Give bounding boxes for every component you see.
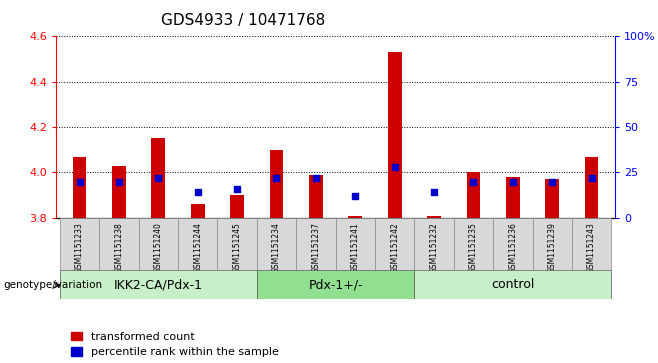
Text: GSM1151240: GSM1151240: [154, 222, 163, 273]
Text: GDS4933 / 10471768: GDS4933 / 10471768: [161, 13, 326, 28]
Text: GSM1151233: GSM1151233: [75, 222, 84, 273]
Bar: [415, 270, 611, 299]
Text: GSM1151239: GSM1151239: [547, 222, 557, 273]
Point: [547, 179, 557, 184]
Bar: [257, 218, 296, 270]
Bar: [585, 156, 599, 218]
Point: [429, 189, 440, 195]
Point: [74, 179, 85, 184]
Bar: [72, 156, 86, 218]
Point: [390, 164, 400, 170]
Bar: [572, 218, 611, 270]
Text: GSM1151242: GSM1151242: [390, 222, 399, 273]
Bar: [257, 270, 415, 299]
Text: control: control: [491, 278, 534, 291]
Bar: [545, 179, 559, 218]
Text: GSM1151232: GSM1151232: [430, 222, 438, 273]
Point: [311, 175, 321, 181]
Point: [192, 189, 203, 195]
Bar: [336, 218, 375, 270]
Bar: [375, 218, 415, 270]
Point: [350, 193, 361, 199]
Text: GSM1151234: GSM1151234: [272, 222, 281, 273]
Bar: [493, 218, 532, 270]
Text: Pdx-1+/-: Pdx-1+/-: [308, 278, 363, 291]
Point: [271, 175, 282, 181]
Bar: [191, 204, 205, 218]
Text: IKK2-CA/Pdx-1: IKK2-CA/Pdx-1: [114, 278, 203, 291]
Text: GSM1151244: GSM1151244: [193, 222, 202, 273]
Text: GSM1151237: GSM1151237: [311, 222, 320, 273]
Bar: [415, 218, 454, 270]
Text: GSM1151238: GSM1151238: [114, 222, 124, 273]
Text: genotype/variation: genotype/variation: [3, 280, 103, 290]
Text: GSM1151235: GSM1151235: [469, 222, 478, 273]
Bar: [178, 218, 217, 270]
Text: GSM1151236: GSM1151236: [509, 222, 517, 273]
Text: GSM1151245: GSM1151245: [233, 222, 241, 273]
Bar: [99, 218, 139, 270]
Bar: [112, 166, 126, 218]
Bar: [151, 138, 165, 218]
Bar: [506, 177, 520, 218]
Point: [586, 175, 597, 181]
Text: GSM1151241: GSM1151241: [351, 222, 360, 273]
Bar: [217, 218, 257, 270]
Bar: [454, 218, 493, 270]
Bar: [532, 218, 572, 270]
Bar: [467, 172, 480, 218]
Point: [468, 179, 479, 184]
Point: [232, 186, 242, 192]
Bar: [60, 270, 257, 299]
Bar: [309, 175, 323, 218]
Bar: [388, 52, 401, 218]
Point: [153, 175, 164, 181]
Bar: [270, 150, 284, 218]
Bar: [427, 216, 441, 218]
Bar: [296, 218, 336, 270]
Point: [507, 179, 518, 184]
Legend: transformed count, percentile rank within the sample: transformed count, percentile rank withi…: [71, 332, 279, 358]
Bar: [230, 195, 244, 218]
Bar: [60, 218, 99, 270]
Point: [114, 179, 124, 184]
Bar: [348, 216, 362, 218]
Bar: [139, 218, 178, 270]
Text: GSM1151243: GSM1151243: [587, 222, 596, 273]
